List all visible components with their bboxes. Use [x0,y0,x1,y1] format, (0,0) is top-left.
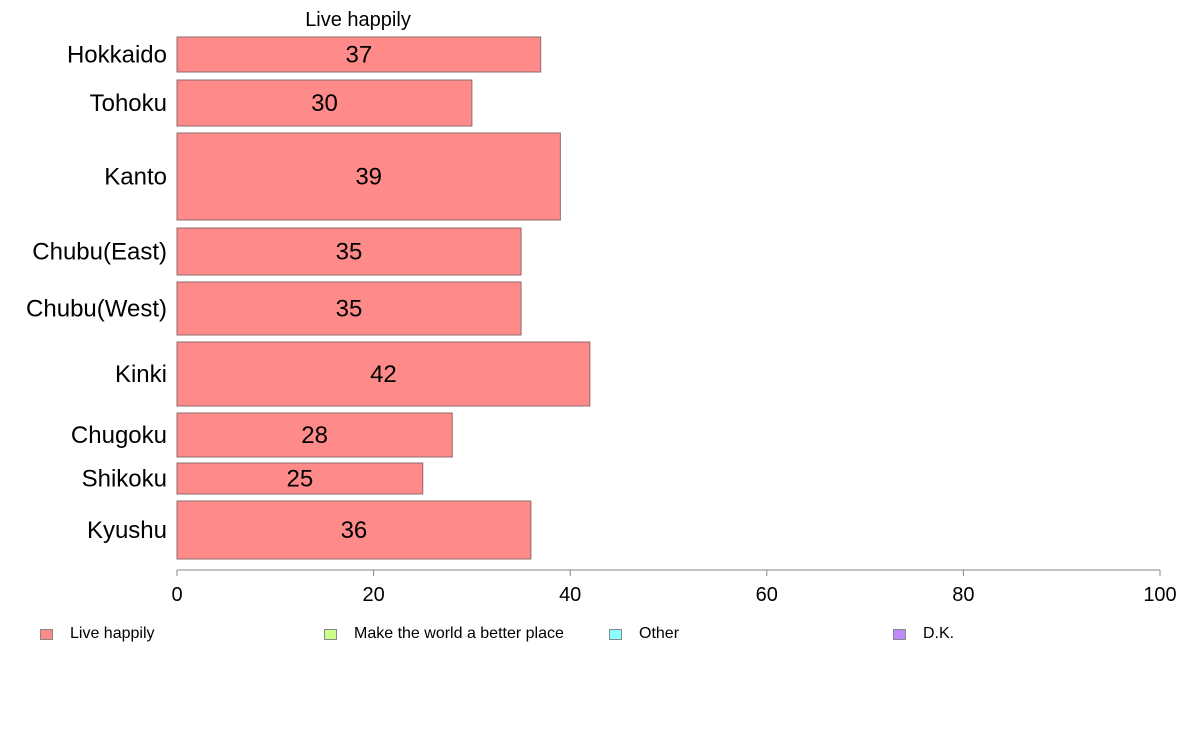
category-label: Chubu(West) [26,296,167,323]
legend-label: Make the world a better place [354,625,564,642]
bar-value-label: 35 [336,296,363,323]
category-label: Tohoku [90,90,167,117]
legend-swatch [893,628,906,640]
bar-value-label: 42 [370,361,397,388]
column-title: Live happily [305,9,411,31]
bar-value-label: 36 [341,517,368,544]
bar [176,132,561,221]
legend-item-other: Other [609,622,679,646]
bar-value-labels: 37 30 39 35 35 42 28 25 36 [287,42,397,545]
category-label: Hokkaido [67,42,167,69]
bar [176,341,591,407]
x-tick-label: 80 [952,584,974,606]
bar-value-label: 35 [336,239,363,266]
bar-value-label: 37 [346,42,373,69]
x-tick-label: 40 [559,584,581,606]
bar [176,412,453,458]
bar [176,500,532,560]
x-tick-label: 0 [171,584,182,606]
x-tick-label: 20 [362,584,384,606]
category-label: Kanto [104,164,167,191]
x-tick-label: 100 [1143,584,1176,606]
legend: Live happily Make the world a better pla… [0,622,1188,646]
x-axis: 0 20 40 60 80 100 [171,569,1177,606]
category-label: Chugoku [71,422,167,449]
bar [176,36,542,73]
legend-swatch [609,628,622,640]
bars [176,36,591,560]
bar-value-label: 39 [355,164,382,191]
bar [176,462,424,495]
legend-label: Live happily [70,625,155,642]
legend-item-dk: D.K. [893,622,954,646]
legend-swatch [40,628,53,640]
category-labels: Hokkaido Tohoku Kanto Chubu(East) Chubu(West… [26,42,167,545]
bar [176,79,473,127]
category-label: Chubu(East) [32,239,167,266]
bar-value-label: 30 [311,90,338,117]
bar-value-label: 25 [287,466,314,493]
legend-label: Other [639,625,680,642]
bar [176,227,522,276]
category-label: Shikoku [82,466,167,493]
legend-item-make-the-world-better: Make the world a better place [324,622,564,646]
bar-chart: Live happily Hokkaido Tohoku Kanto Chubu(Ea… [26,9,1177,606]
legend-item-live-happily: Live happily [40,622,155,646]
category-label: Kyushu [87,517,167,544]
bar [176,281,522,336]
x-tick-label: 60 [756,584,778,606]
legend-swatch [324,628,337,640]
category-label: Kinki [115,361,167,388]
legend-label: D.K. [923,625,955,642]
bar-value-label: 28 [301,422,328,449]
